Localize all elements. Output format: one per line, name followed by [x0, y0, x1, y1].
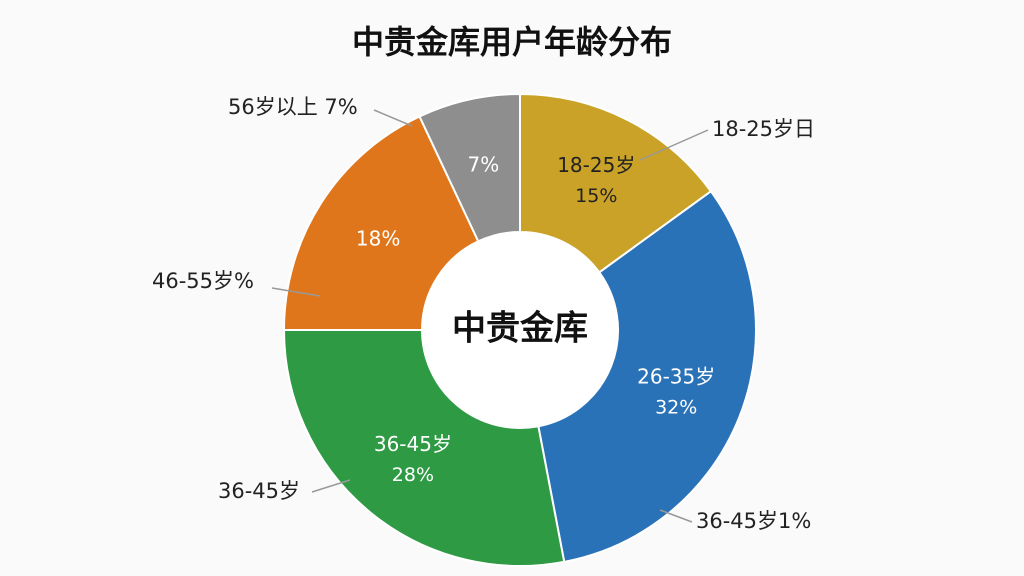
slice-value-label: 18%	[356, 226, 400, 250]
slice-category: 18-25岁	[557, 153, 635, 177]
slice-value-label: 28%	[392, 464, 434, 486]
leader-line	[639, 129, 709, 161]
leader-line	[373, 109, 413, 127]
leader-line	[311, 479, 351, 493]
callout-label: 46-55岁%	[152, 269, 254, 293]
leader-line	[271, 287, 321, 297]
donut-slice	[519, 92, 713, 274]
callout-label: 56岁以上 7%	[228, 95, 358, 119]
slice-category: 26-35岁	[637, 364, 715, 388]
slice-value-label: 32%	[655, 396, 697, 418]
donut-hole	[422, 232, 618, 428]
slice-value-label: 7%	[467, 153, 499, 177]
slice-value-label: 15%	[575, 185, 617, 207]
callout-label: 18-25岁日	[712, 117, 815, 141]
callout-label: 36-45岁	[218, 479, 300, 503]
callout-label: 36-45岁1%	[696, 509, 811, 533]
leader-line	[659, 509, 693, 523]
center-label: 中贵金库	[452, 309, 588, 349]
chart-title: 中贵金库用户年龄分布	[352, 23, 672, 61]
slice-category: 36-45岁	[374, 432, 452, 456]
